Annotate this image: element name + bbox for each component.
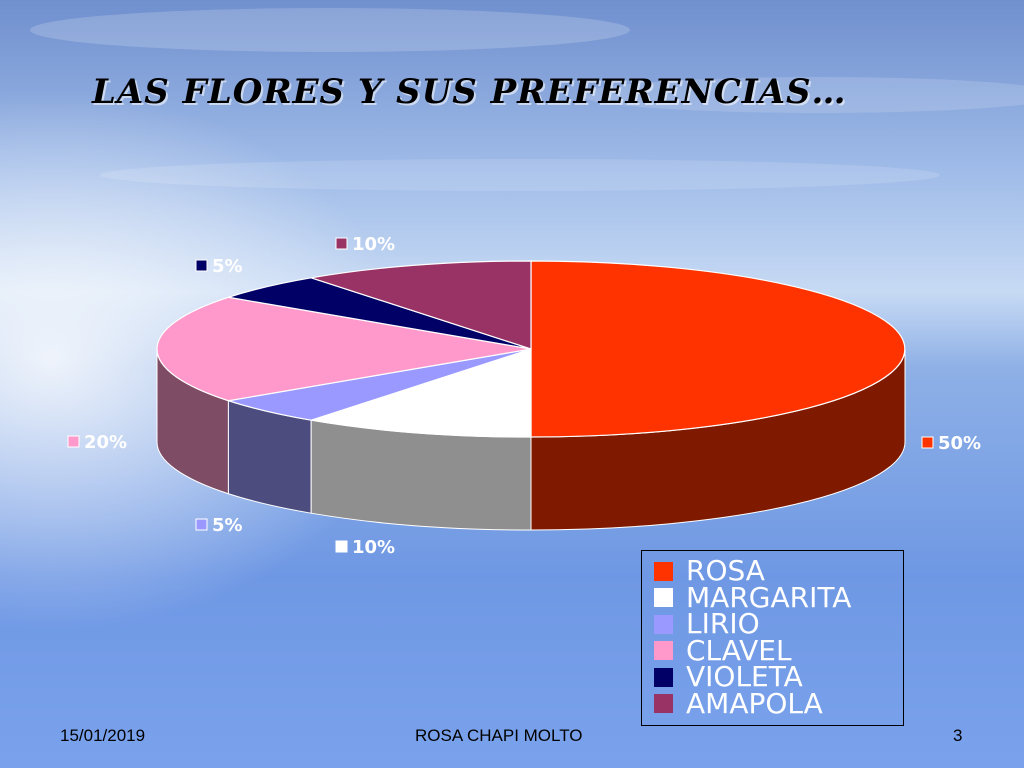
legend-item-clavel: CLAVEL	[654, 633, 903, 667]
legend-label: ROSA	[686, 554, 765, 588]
legend-label: VIOLETA	[686, 660, 803, 694]
data-label-rosa: 50%	[938, 433, 981, 454]
chart-legend: ROSA MARGARITA LIRIO CLAVEL VIOLETA AMAPOLA	[641, 550, 904, 726]
legend-swatch	[654, 561, 673, 581]
legend-label: LIRIO	[686, 607, 760, 641]
legend-item-margarita: MARGARITA	[654, 580, 903, 614]
legend-label: CLAVEL	[686, 633, 792, 667]
slide-title: LAS FLORES Y SUS PREFERENCIAS…	[92, 72, 847, 112]
legend-swatch	[654, 588, 673, 608]
data-label-amapola: 10%	[352, 234, 395, 255]
legend-item-amapola: AMAPOLA	[654, 686, 903, 720]
pie-slice-rosa	[530, 260, 906, 438]
legend-swatch	[654, 667, 673, 687]
data-label-violeta: 5%	[212, 256, 243, 277]
legend-swatch	[654, 694, 673, 714]
pie-slice-clavel	[156, 296, 532, 402]
data-label-swatch-clavel	[67, 435, 80, 448]
data-label-swatch-lirio	[195, 518, 208, 531]
pie-slice-margarita	[310, 348, 532, 438]
data-label-lirio: 5%	[212, 515, 243, 536]
data-label-margarita: 10%	[352, 537, 395, 558]
pie-slice-amapola	[310, 260, 532, 350]
legend-item-rosa: ROSA	[654, 554, 903, 588]
data-label-swatch-rosa	[921, 436, 934, 449]
legend-item-violeta: VIOLETA	[654, 660, 903, 694]
data-label-swatch-violeta	[195, 259, 208, 272]
data-label-swatch-margarita	[335, 540, 348, 553]
data-label-clavel: 20%	[84, 432, 127, 453]
legend-label: AMAPOLA	[686, 686, 823, 720]
legend-label: MARGARITA	[686, 580, 852, 614]
footer-date: 15/01/2019	[60, 726, 146, 745]
legend-swatch	[654, 641, 673, 661]
legend-item-lirio: LIRIO	[654, 607, 903, 641]
footer-author: ROSA CHAPI MOLTO	[415, 726, 583, 745]
legend-swatch	[654, 614, 673, 634]
page-number: 3	[953, 726, 963, 745]
data-label-swatch-amapola	[335, 237, 348, 250]
